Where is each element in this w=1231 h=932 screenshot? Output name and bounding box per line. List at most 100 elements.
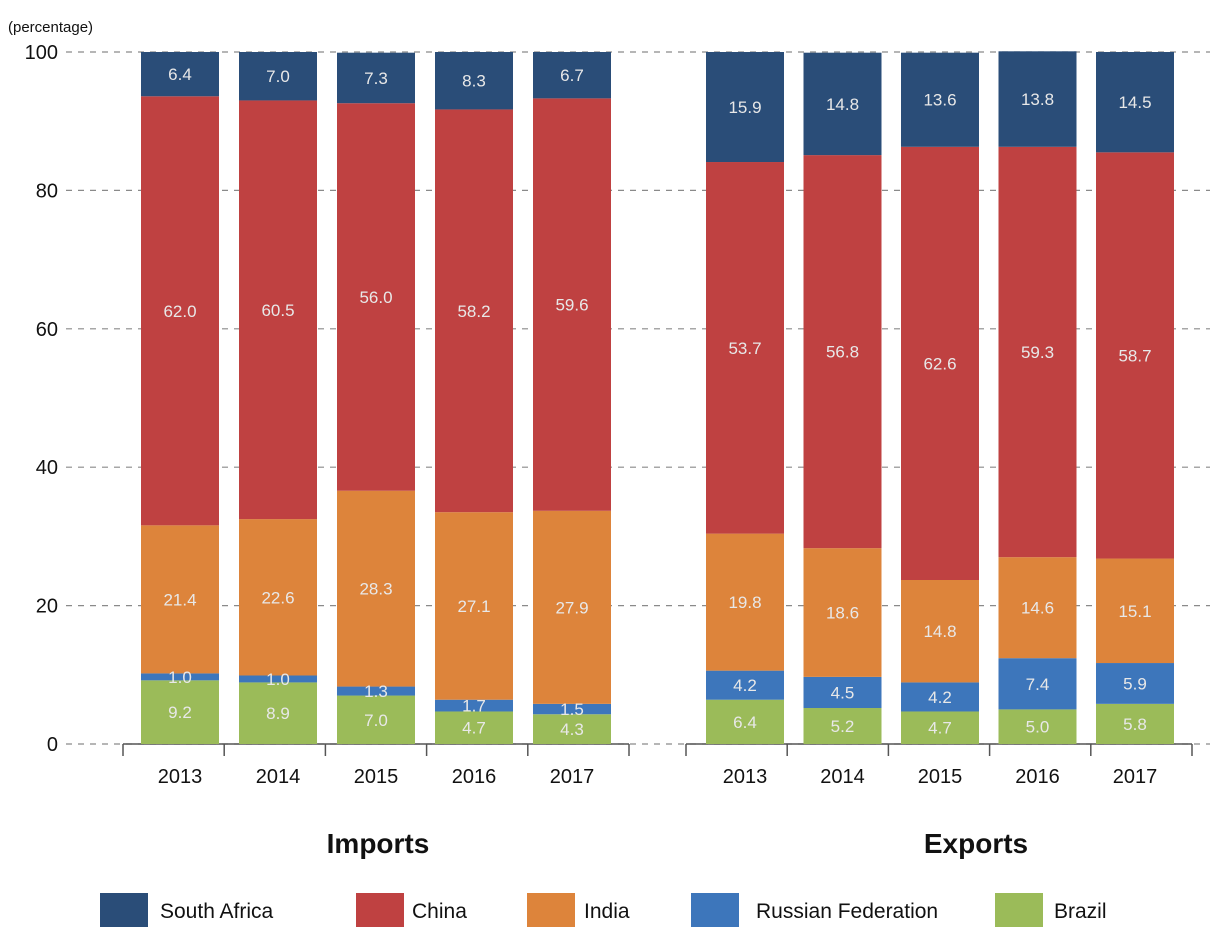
data-label: 28.3 <box>359 580 392 599</box>
bar-segment-exports-2015-south-africa <box>901 52 979 147</box>
data-label: 56.8 <box>826 343 859 362</box>
y-tick-label: 40 <box>36 457 58 479</box>
x-tick-label: 2013 <box>158 766 203 788</box>
bar-segment-imports-2013-russian-federation <box>141 673 219 681</box>
data-label: 4.2 <box>733 676 757 695</box>
data-label: 8.9 <box>266 704 290 723</box>
bar-segment-exports-2014-brazil <box>803 708 882 744</box>
legend-swatch-china <box>356 893 404 927</box>
bar-segment-imports-2014-china <box>239 100 317 520</box>
data-label: 1.0 <box>266 670 290 689</box>
data-label: 1.5 <box>560 700 584 719</box>
data-label: 62.0 <box>163 302 196 321</box>
bar-segment-exports-2013-brazil <box>706 699 784 744</box>
bar-segment-imports-2016-russian-federation <box>435 699 513 712</box>
panel-title-imports: Imports <box>327 828 430 859</box>
bar-segment-exports-2013-south-africa <box>706 52 784 163</box>
data-label: 5.8 <box>1123 715 1147 734</box>
x-tick-label: 2014 <box>256 766 301 788</box>
legend-swatch-india <box>527 893 575 927</box>
panel-titles: Imports Exports <box>327 828 1028 859</box>
bar-segment-imports-2017-china <box>533 98 611 511</box>
y-tick-label: 20 <box>36 596 58 618</box>
x-tick-label: 2016 <box>452 766 497 788</box>
bar-segment-exports-2015-china <box>901 146 979 580</box>
bar-segment-exports-2015-brazil <box>901 711 979 744</box>
data-label: 1.3 <box>364 682 388 701</box>
data-label: 22.6 <box>261 588 294 607</box>
bar-segment-imports-2014-india <box>239 519 317 676</box>
bar-segment-imports-2013-south-africa <box>141 52 219 97</box>
bar-segment-exports-2013-china <box>706 162 784 534</box>
data-label: 58.2 <box>457 302 490 321</box>
data-label: 14.8 <box>923 622 956 641</box>
bar-segment-exports-2015-india <box>901 579 979 683</box>
data-label: 4.2 <box>928 688 952 707</box>
data-label: 6.7 <box>560 66 584 85</box>
bar-segment-exports-2014-south-africa <box>803 52 882 156</box>
legend-label: South Africa <box>160 900 274 923</box>
legend-label: India <box>584 900 630 923</box>
y-axis-label: (percentage) <box>8 19 93 36</box>
data-label: 27.9 <box>555 598 588 617</box>
x-tick-label: 2014 <box>820 766 865 788</box>
data-label: 27.1 <box>457 597 490 616</box>
data-labels: 9.2 1.0 21.4 62.0 6.4 8.9 1.0 22.6 60.5 7.0 7.0 1.3… <box>163 65 1151 739</box>
bar-segment-imports-2015-south-africa <box>337 52 415 104</box>
bar-segment-imports-2016-brazil <box>435 711 513 744</box>
bar-segment-exports-2016-brazil <box>998 709 1077 744</box>
bar-segment-exports-2013-russian-federation <box>706 670 784 700</box>
y-tick-label: 80 <box>36 180 58 202</box>
bar-segment-imports-2015-china <box>337 103 415 491</box>
bar-segment-exports-2015-russian-federation <box>901 682 979 712</box>
bar-segment-imports-2014-south-africa <box>239 52 317 101</box>
bar-segment-exports-2013-india <box>706 533 784 671</box>
axes: 0 20 40 60 80 100 (percentage) 2013 2014 2015 2016… <box>8 19 1193 788</box>
panel-title-exports: Exports <box>924 828 1028 859</box>
bar-segment-exports-2014-china <box>803 155 882 549</box>
data-label: 7.3 <box>364 69 388 88</box>
bar-segment-exports-2014-india <box>803 548 882 677</box>
bar-segment-imports-2016-india <box>435 512 513 700</box>
legend: South Africa China India Russian Federation… <box>100 893 1107 927</box>
legend-swatch-south-africa <box>100 893 148 927</box>
data-label: 13.8 <box>1021 90 1054 109</box>
x-tick-label: 2015 <box>354 766 399 788</box>
data-label: 19.8 <box>728 593 761 612</box>
data-label: 60.5 <box>261 301 294 320</box>
bars <box>141 51 1174 744</box>
legend-label: Russian Federation <box>756 900 938 923</box>
bar-segment-exports-2017-india <box>1096 558 1174 664</box>
data-label: 6.4 <box>168 65 192 84</box>
legend-label: China <box>412 900 467 923</box>
bar-segment-imports-2013-brazil <box>141 680 219 744</box>
data-label: 7.0 <box>364 711 388 730</box>
data-label: 21.4 <box>163 590 196 609</box>
bar-segment-imports-2014-russian-federation <box>239 675 317 683</box>
bar-segment-exports-2016-russian-federation <box>998 658 1077 710</box>
y-tick-label: 60 <box>36 319 58 341</box>
bar-segment-exports-2017-south-africa <box>1096 52 1174 153</box>
bar-segment-imports-2015-brazil <box>337 695 415 744</box>
y-tick-label: 0 <box>47 734 58 756</box>
data-label: 14.8 <box>826 95 859 114</box>
data-label: 18.6 <box>826 604 859 623</box>
data-label: 13.6 <box>923 91 956 110</box>
bar-segment-imports-2013-india <box>141 525 219 674</box>
bar-segment-imports-2016-south-africa <box>435 52 513 110</box>
bar-segment-exports-2016-india <box>998 557 1077 659</box>
data-label: 9.2 <box>168 703 192 722</box>
legend-swatch-russian-federation <box>691 893 739 927</box>
legend-swatch-brazil <box>995 893 1043 927</box>
x-tick-label: 2015 <box>918 766 963 788</box>
data-label: 4.5 <box>831 683 855 702</box>
x-tick-label: 2016 <box>1015 766 1060 788</box>
legend-label: Brazil <box>1054 900 1107 923</box>
data-label: 56.0 <box>359 288 392 307</box>
bar-segment-exports-2016-south-africa <box>998 51 1077 147</box>
data-label: 1.0 <box>168 668 192 687</box>
data-label: 5.2 <box>831 717 855 736</box>
data-label: 15.9 <box>728 98 761 117</box>
